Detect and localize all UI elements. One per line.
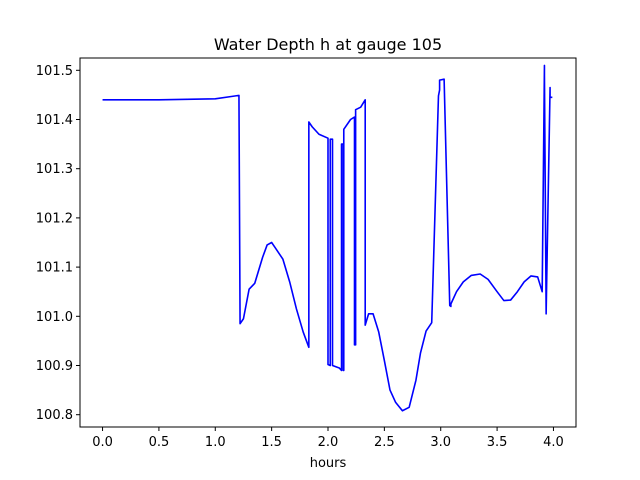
series-group [102,64,553,412]
x-tick-label: 0.0 [92,435,113,450]
x-tick-label: 3.5 [487,435,508,450]
x-axis-label: hours [310,456,347,471]
y-axis-ticks: 100.8 100.9 101.0 101.1 101.2 101.3 101.4 101.5 [36,64,80,423]
x-axis-ticks: 0.0 0.5 1.0 1.5 2.0 2.5 3.0 3.5 4.0 [92,427,564,450]
chart-title: Water Depth h at gauge 105 [214,35,442,54]
y-tick-label: 101.2 [36,211,73,226]
x-tick-label: 2.5 [374,435,395,450]
y-tick-label: 100.9 [36,359,73,374]
x-tick-label: 3.0 [430,435,451,450]
x-tick-label: 2.0 [318,435,339,450]
x-tick-label: 0.5 [149,435,170,450]
plot-frame [79,57,577,428]
x-tick-label: 4.0 [543,435,564,450]
y-tick-label: 100.8 [36,408,73,423]
y-tick-label: 101.5 [36,64,73,79]
series-line [102,64,553,412]
y-tick-label: 101.1 [36,261,73,276]
y-tick-label: 101.0 [36,310,73,325]
y-tick-label: 101.3 [36,162,73,177]
y-tick-label: 101.4 [36,113,73,128]
x-tick-label: 1.0 [205,435,226,450]
x-tick-label: 1.5 [261,435,282,450]
